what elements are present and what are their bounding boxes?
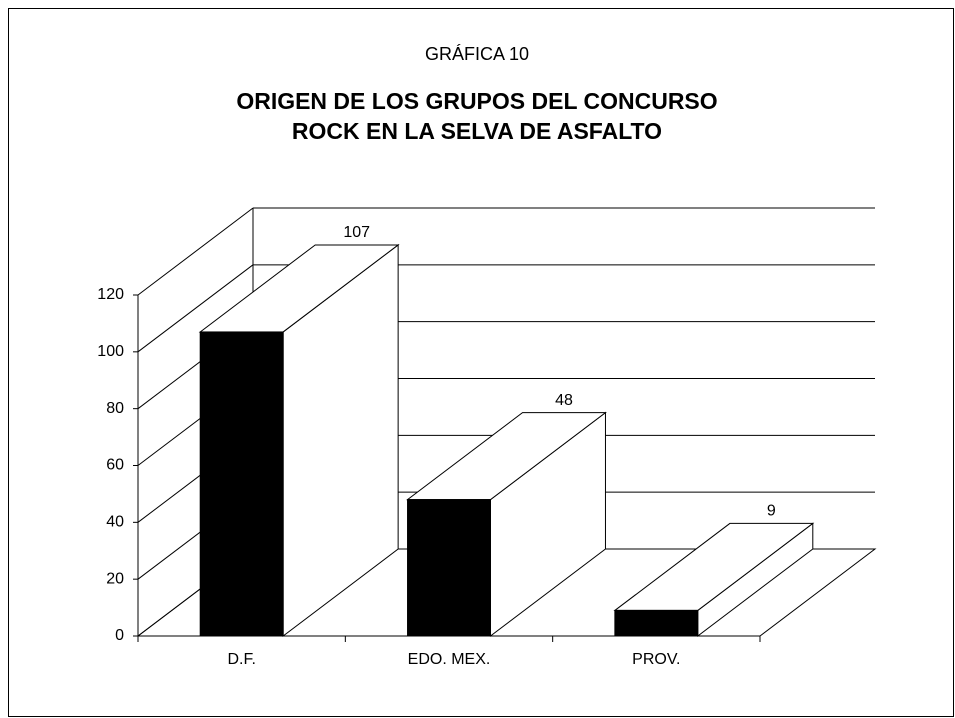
y-tick-label: 60 [106, 457, 124, 474]
frame [8, 8, 954, 717]
bar [199, 331, 284, 637]
chart-title: GRÁFICA 10 [425, 44, 529, 64]
y-tick-label: 40 [106, 514, 124, 531]
grid-line [137, 264, 254, 353]
value-label: 48 [555, 392, 573, 409]
bar [614, 609, 699, 637]
grid-line [137, 207, 254, 296]
bar [407, 499, 491, 637]
y-tick-label: 80 [106, 400, 124, 417]
y-tick-label: 0 [115, 627, 124, 644]
y-tick-label: 100 [97, 343, 124, 360]
x-tick-label: EDO. MEX. [408, 651, 491, 668]
x-tick-label: PROV. [632, 651, 680, 668]
y-tick-label: 120 [97, 286, 124, 303]
y-tick-label: 20 [106, 570, 124, 587]
chart-subtitle: ROCK EN LA SELVA DE ASFALTO [292, 118, 662, 144]
chart-subtitle: ORIGEN DE LOS GRUPOS DEL CONCURSO [236, 88, 717, 114]
value-label: 107 [343, 224, 370, 241]
value-label: 9 [767, 503, 776, 520]
x-tick-label: D.F. [227, 651, 255, 668]
